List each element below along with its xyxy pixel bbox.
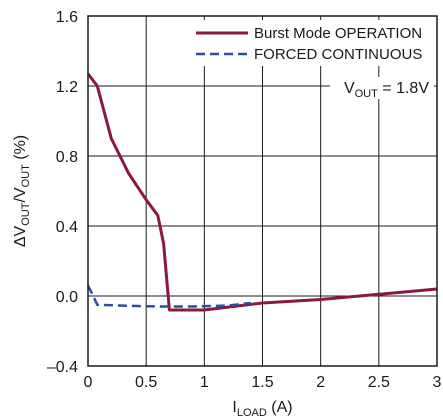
x-tick-label: 0.5 (135, 374, 157, 391)
y-tick-label: –0.4 (47, 359, 78, 376)
x-tick-label: 3 (433, 374, 442, 391)
x-axis-title-main: I (232, 399, 236, 416)
y-axis-title-part1: ΔV (12, 225, 29, 247)
series-line-burst-mode (86, 72, 438, 312)
legend-background (190, 20, 436, 66)
vout-annotation-background (330, 77, 434, 99)
vout-annotation-prefix: V (344, 80, 355, 97)
x-tick-label: 1 (200, 374, 209, 391)
x-axis-ticks: 0 0.5 1 1.5 2 2.5 3 (84, 374, 442, 391)
x-tick-label: 1.5 (251, 374, 273, 391)
series-layer (86, 72, 438, 312)
x-tick-label: 2.5 (368, 374, 390, 391)
y-axis-title: ΔVOUT/VOUT (%) (12, 135, 32, 247)
plot-frame (87, 15, 438, 367)
y-tick-label: 1.6 (56, 9, 78, 26)
legend-label-forced-continuous: FORCED CONTINUOUS (254, 46, 422, 63)
x-tick-label: 2 (316, 374, 325, 391)
y-axis-title-sub1: OUT (20, 202, 32, 226)
vout-annotation: VOUT = 1.8V (344, 80, 429, 100)
x-tick-label: 0 (84, 374, 93, 391)
x-axis-title-subscript: LOAD (237, 407, 267, 419)
y-axis-ticks: –0.4 0.0 0.4 0.8 1.2 1.6 (47, 9, 78, 376)
y-tick-label: 0.8 (56, 149, 78, 166)
y-tick-label: 0.0 (56, 289, 78, 306)
series-line-forced-continuous (86, 284, 252, 308)
y-tick-label: 1.2 (56, 79, 78, 96)
x-axis-title: ILOAD (A) (232, 399, 292, 419)
y-axis-title-part2: /V (12, 187, 29, 202)
vout-annotation-subscript: OUT (355, 88, 379, 100)
legend-label-burst-mode: Burst Mode OPERATION (254, 25, 422, 42)
y-axis-title-part3: (%) (12, 135, 29, 164)
y-tick-label: 0.4 (56, 219, 78, 236)
y-axis-title-sub2: OUT (20, 164, 32, 188)
grid (88, 16, 437, 366)
x-axis-title-unit: (A) (267, 399, 293, 416)
legend: Burst Mode OPERATION FORCED CONTINUOUS (190, 20, 436, 66)
vout-annotation-suffix: = 1.8V (378, 80, 429, 97)
